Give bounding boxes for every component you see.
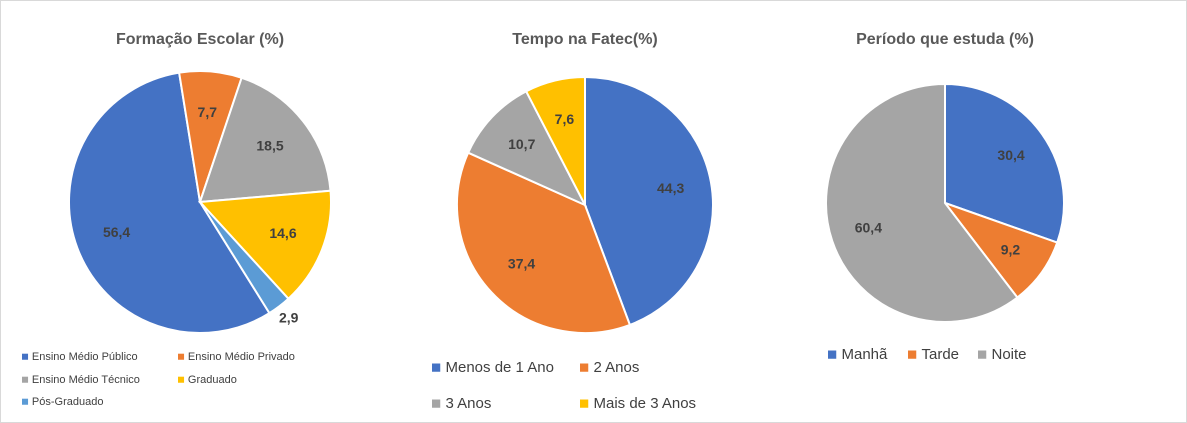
pie-slice — [68, 71, 271, 334]
data-label: 9,2 — [1001, 241, 1021, 257]
data-label: 60,4 — [855, 220, 882, 236]
pie-slice — [944, 82, 1065, 244]
legend-swatch — [178, 376, 185, 383]
pie-slice — [466, 89, 588, 208]
legend-label: Tarde — [922, 346, 960, 363]
legend-swatch — [22, 398, 29, 405]
legend-swatch — [978, 350, 987, 359]
legend-swatch — [432, 399, 441, 408]
data-label: 44,3 — [657, 180, 684, 196]
pie-slice — [197, 189, 332, 301]
data-label: 37,4 — [508, 255, 535, 271]
legend-swatch — [22, 376, 29, 383]
chart-title: Tempo na Fatec(%) — [512, 31, 658, 48]
legend-swatch — [178, 353, 185, 360]
data-label: 10,7 — [508, 136, 535, 152]
legend-label: Mais de 3 Anos — [594, 395, 697, 412]
legend-label: Menos de 1 Ano — [446, 359, 554, 376]
legend-label: Ensino Médio Público — [32, 351, 138, 363]
legend-label: Ensino Médio Privado — [188, 351, 295, 363]
legend-swatch — [828, 350, 837, 359]
pie-slice — [524, 75, 586, 206]
pie-slice — [825, 82, 1019, 323]
legend-label: Graduado — [188, 374, 237, 386]
pie-slice — [198, 76, 332, 204]
legend-swatch — [580, 399, 589, 408]
data-label: 56,4 — [103, 224, 130, 240]
chart-title: Período que estuda (%) — [856, 31, 1034, 48]
legend-swatch — [22, 353, 29, 360]
legend-label: Pós-Graduado — [32, 396, 104, 408]
legend-label: Ensino Médio Técnico — [32, 374, 140, 386]
legend-swatch — [580, 363, 589, 372]
data-label: 2,9 — [279, 310, 299, 326]
legend-label: 2 Anos — [594, 359, 640, 376]
legend-label: Manhã — [842, 346, 889, 363]
data-label: 14,6 — [269, 225, 296, 241]
data-label: 30,4 — [997, 147, 1024, 163]
pie-slice — [584, 75, 714, 327]
legend-swatch — [908, 350, 917, 359]
legend-label: Noite — [992, 346, 1027, 363]
legend-label: 3 Anos — [446, 395, 492, 412]
data-label: 18,5 — [256, 138, 283, 154]
data-label: 7,7 — [198, 104, 218, 120]
pie-slice — [456, 151, 632, 334]
data-label: 7,6 — [555, 111, 575, 127]
chart-title: Formação Escolar (%) — [116, 31, 284, 48]
pie-slice — [199, 201, 290, 315]
legend-swatch — [432, 363, 441, 372]
